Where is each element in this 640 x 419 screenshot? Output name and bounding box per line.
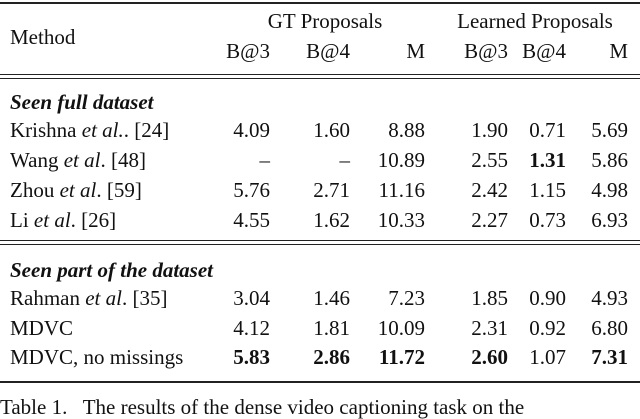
cell: 1.62	[313, 208, 350, 232]
cell: 4.55	[233, 208, 270, 232]
cell: 5.86	[591, 148, 628, 172]
method-part: . [26]	[70, 208, 117, 232]
method: Li et al. [26]	[10, 208, 116, 232]
rule	[0, 240, 640, 241]
method-part: Wang	[10, 148, 64, 172]
method: Wang et al. [48]	[10, 148, 146, 172]
cell: 1.31	[529, 148, 566, 172]
cell: 2.27	[471, 208, 508, 232]
method-part: Rahman	[10, 286, 86, 310]
cell: 1.60	[313, 118, 350, 142]
cell: 11.72	[378, 345, 425, 369]
header-method: Method	[10, 25, 76, 49]
cell: 8.88	[388, 118, 425, 142]
cell: 10.09	[377, 315, 425, 340]
cell: 10.89	[377, 148, 425, 172]
cell: 2.86	[313, 345, 350, 369]
method-part: et al	[59, 178, 97, 202]
cell: 0.90	[529, 286, 566, 310]
method-part: Zhou	[10, 178, 60, 202]
rule	[0, 244, 640, 245]
column-header: B@3	[226, 39, 270, 63]
cell: 1.07	[529, 345, 566, 369]
method: MDVC, no missings	[10, 345, 183, 369]
method-part: et al	[85, 286, 122, 310]
column-header: M	[406, 39, 425, 63]
cell: 2.42	[471, 178, 508, 202]
caption: Table 1. The results of the dense video …	[0, 395, 525, 419]
cell: 0.92	[529, 315, 566, 340]
column-header: B@4	[306, 39, 350, 63]
cell: 6.93	[591, 208, 628, 232]
rule	[0, 381, 640, 383]
cell: 6.80	[591, 315, 628, 340]
section-title: Seen part of the dataset	[10, 258, 213, 282]
column-header: M	[609, 39, 628, 63]
method-part: . [35]	[121, 286, 168, 310]
cell: 5.76	[233, 178, 270, 202]
cell: 5.69	[591, 118, 628, 142]
rule	[0, 74, 640, 75]
cell: 2.60	[471, 345, 508, 369]
cell: 4.12	[233, 315, 270, 340]
method: MDVC	[10, 316, 73, 340]
method: Rahman et al. [35]	[10, 286, 167, 310]
method-part: Krishna	[10, 118, 82, 142]
method: Zhou et al. [59]	[10, 178, 142, 202]
cell: –	[339, 148, 351, 172]
cell: 2.71	[313, 178, 350, 202]
rule	[0, 78, 640, 79]
cell: 2.55	[471, 148, 508, 172]
method-part: Li	[10, 208, 34, 232]
cell: 2.31	[471, 315, 508, 340]
cell: 4.93	[591, 286, 628, 310]
cell: 7.31	[591, 345, 628, 369]
rule	[0, 2, 640, 4]
cell: 1.46	[313, 286, 350, 310]
method-part: et al	[33, 208, 71, 232]
cell: 1.90	[471, 118, 508, 142]
method-part: MDVC	[10, 315, 74, 340]
group-header: Learned Proposals	[457, 9, 613, 33]
cell: –	[259, 148, 271, 172]
method-part: . [48]	[100, 148, 146, 172]
cell: 11.16	[378, 178, 425, 202]
method-part: . [24]	[123, 118, 170, 142]
cell: 10.33	[377, 208, 425, 232]
column-header: B@3	[464, 39, 508, 63]
cell: 1.85	[471, 286, 508, 310]
cell: 4.09	[233, 118, 270, 142]
group-header: GT Proposals	[267, 9, 383, 33]
cell: 0.73	[529, 208, 566, 232]
cell: 3.04	[233, 286, 270, 310]
cell: 5.83	[233, 345, 270, 369]
method-part: . [59]	[96, 178, 142, 202]
cell: 4.98	[591, 178, 628, 202]
cell: 1.81	[313, 315, 350, 340]
method-part: et al	[63, 148, 101, 172]
method-part: et al.	[81, 118, 124, 142]
section-title: Seen full dataset	[10, 90, 154, 114]
method: Krishna et al.. [24]	[10, 118, 169, 142]
method-part: MDVC, no missings	[10, 345, 184, 369]
cell: 0.71	[529, 118, 566, 142]
column-header: B@4	[522, 39, 566, 63]
cell: 1.15	[529, 178, 566, 202]
cell: 7.23	[388, 286, 425, 310]
